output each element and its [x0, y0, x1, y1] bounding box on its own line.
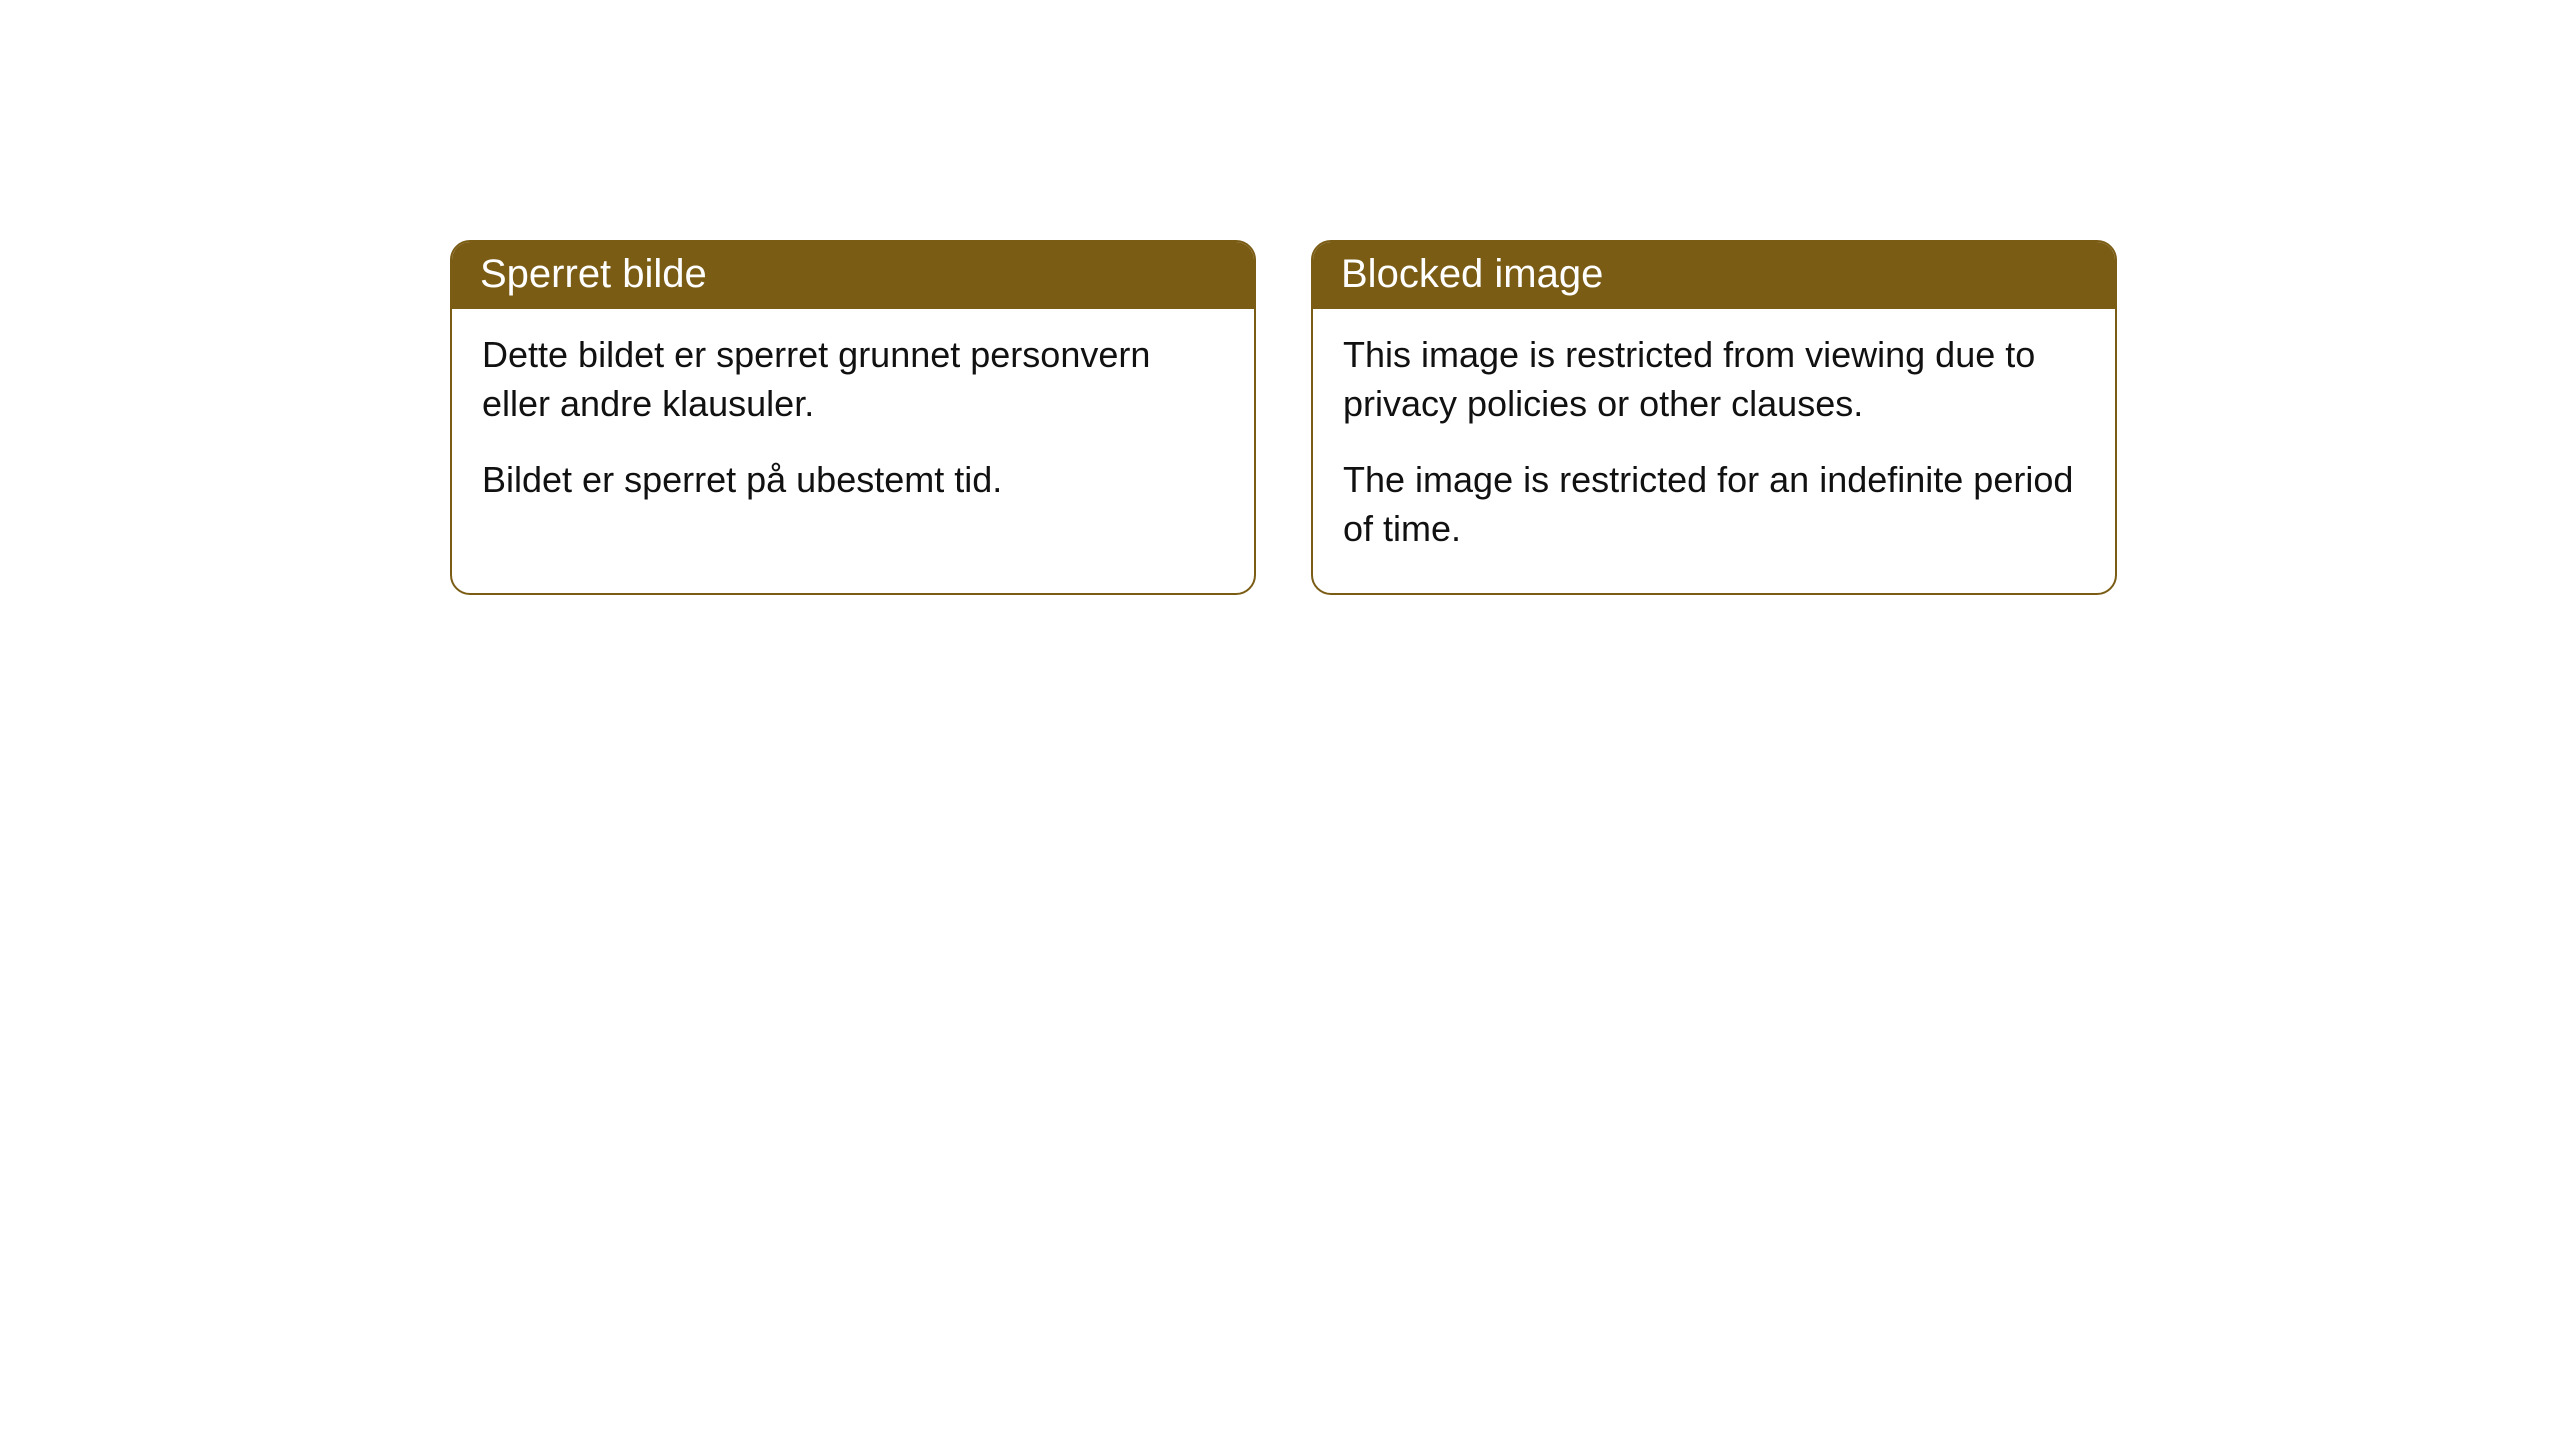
card-body-no: Dette bildet er sperret grunnet personve… — [452, 309, 1254, 545]
blocked-image-card-en: Blocked image This image is restricted f… — [1311, 240, 2117, 595]
card-body-en: This image is restricted from viewing du… — [1313, 309, 2115, 593]
card-paragraph: Bildet er sperret på ubestemt tid. — [482, 456, 1224, 505]
card-header-en: Blocked image — [1313, 242, 2115, 309]
card-paragraph: The image is restricted for an indefinit… — [1343, 456, 2085, 553]
card-title-no: Sperret bilde — [480, 252, 707, 296]
blocked-image-card-no: Sperret bilde Dette bildet er sperret gr… — [450, 240, 1256, 595]
card-paragraph: This image is restricted from viewing du… — [1343, 331, 2085, 428]
card-paragraph: Dette bildet er sperret grunnet personve… — [482, 331, 1224, 428]
card-header-no: Sperret bilde — [452, 242, 1254, 309]
card-title-en: Blocked image — [1341, 252, 1603, 296]
blocked-image-notice-container: Sperret bilde Dette bildet er sperret gr… — [450, 240, 2560, 595]
